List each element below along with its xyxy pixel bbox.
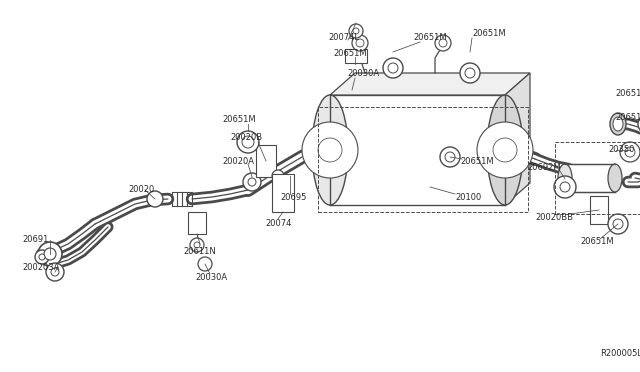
Circle shape [560, 182, 570, 192]
Text: 200203A: 200203A [22, 263, 60, 272]
Bar [256, 145, 276, 177]
Circle shape [356, 39, 364, 47]
Ellipse shape [558, 164, 572, 192]
Text: 20695: 20695 [280, 192, 307, 202]
Text: 20020A: 20020A [222, 157, 254, 167]
Circle shape [613, 219, 623, 229]
Text: 20651M: 20651M [333, 49, 367, 58]
Ellipse shape [487, 95, 523, 205]
Text: 20020B: 20020B [230, 132, 262, 141]
Text: 20651M: 20651M [222, 115, 255, 125]
Circle shape [198, 257, 212, 271]
Circle shape [248, 178, 256, 186]
Circle shape [46, 263, 64, 281]
Text: 20651MA: 20651MA [615, 112, 640, 122]
Circle shape [620, 142, 640, 162]
Circle shape [383, 58, 403, 78]
Circle shape [302, 122, 358, 178]
Circle shape [440, 147, 460, 167]
Ellipse shape [613, 117, 623, 131]
Ellipse shape [312, 95, 348, 205]
Circle shape [445, 152, 455, 162]
Bar [318, 107, 528, 212]
Circle shape [242, 136, 254, 148]
Polygon shape [505, 73, 530, 205]
Bar [565, 164, 615, 192]
Text: 20100: 20100 [455, 192, 481, 202]
Circle shape [51, 268, 59, 276]
Polygon shape [330, 73, 530, 95]
Bar [330, 95, 505, 205]
Circle shape [39, 254, 45, 260]
Text: 20030A: 20030A [195, 273, 227, 282]
Bar [555, 142, 640, 214]
Circle shape [493, 138, 517, 162]
Circle shape [44, 248, 56, 260]
Text: 20030A: 20030A [347, 70, 379, 78]
Ellipse shape [610, 113, 626, 135]
Circle shape [38, 242, 62, 266]
Bar [590, 196, 608, 224]
Circle shape [460, 63, 480, 83]
Circle shape [349, 24, 363, 38]
Circle shape [439, 39, 447, 47]
Text: 20651M: 20651M [580, 237, 614, 247]
Text: 20074L: 20074L [328, 32, 359, 42]
Text: 20651M: 20651M [413, 32, 447, 42]
Text: 20611N: 20611N [183, 247, 216, 257]
Text: 20074: 20074 [265, 219, 291, 228]
Circle shape [388, 63, 398, 73]
Circle shape [147, 191, 163, 207]
Text: 20651M: 20651M [615, 90, 640, 99]
Bar [272, 174, 294, 212]
Text: 20020: 20020 [128, 186, 154, 195]
Circle shape [243, 173, 261, 191]
Circle shape [477, 122, 533, 178]
Circle shape [318, 138, 342, 162]
Text: R200005L: R200005L [600, 350, 640, 359]
Bar [188, 212, 206, 234]
Circle shape [353, 28, 359, 34]
Circle shape [465, 68, 475, 78]
Circle shape [35, 250, 49, 264]
Circle shape [554, 176, 576, 198]
Text: 20651M: 20651M [472, 29, 506, 38]
Circle shape [352, 35, 368, 51]
Bar [345, 49, 367, 63]
Text: 20651M: 20651M [460, 157, 493, 167]
Circle shape [272, 170, 284, 182]
Circle shape [237, 131, 259, 153]
Circle shape [625, 147, 635, 157]
Text: 20692M: 20692M [527, 163, 561, 171]
Circle shape [190, 238, 204, 252]
Text: 20691: 20691 [22, 235, 49, 244]
Circle shape [638, 114, 640, 134]
Text: 20350: 20350 [608, 145, 634, 154]
Circle shape [435, 35, 451, 51]
Ellipse shape [608, 164, 622, 192]
Circle shape [608, 214, 628, 234]
Text: 20020BB: 20020BB [535, 212, 573, 221]
Circle shape [194, 242, 200, 248]
